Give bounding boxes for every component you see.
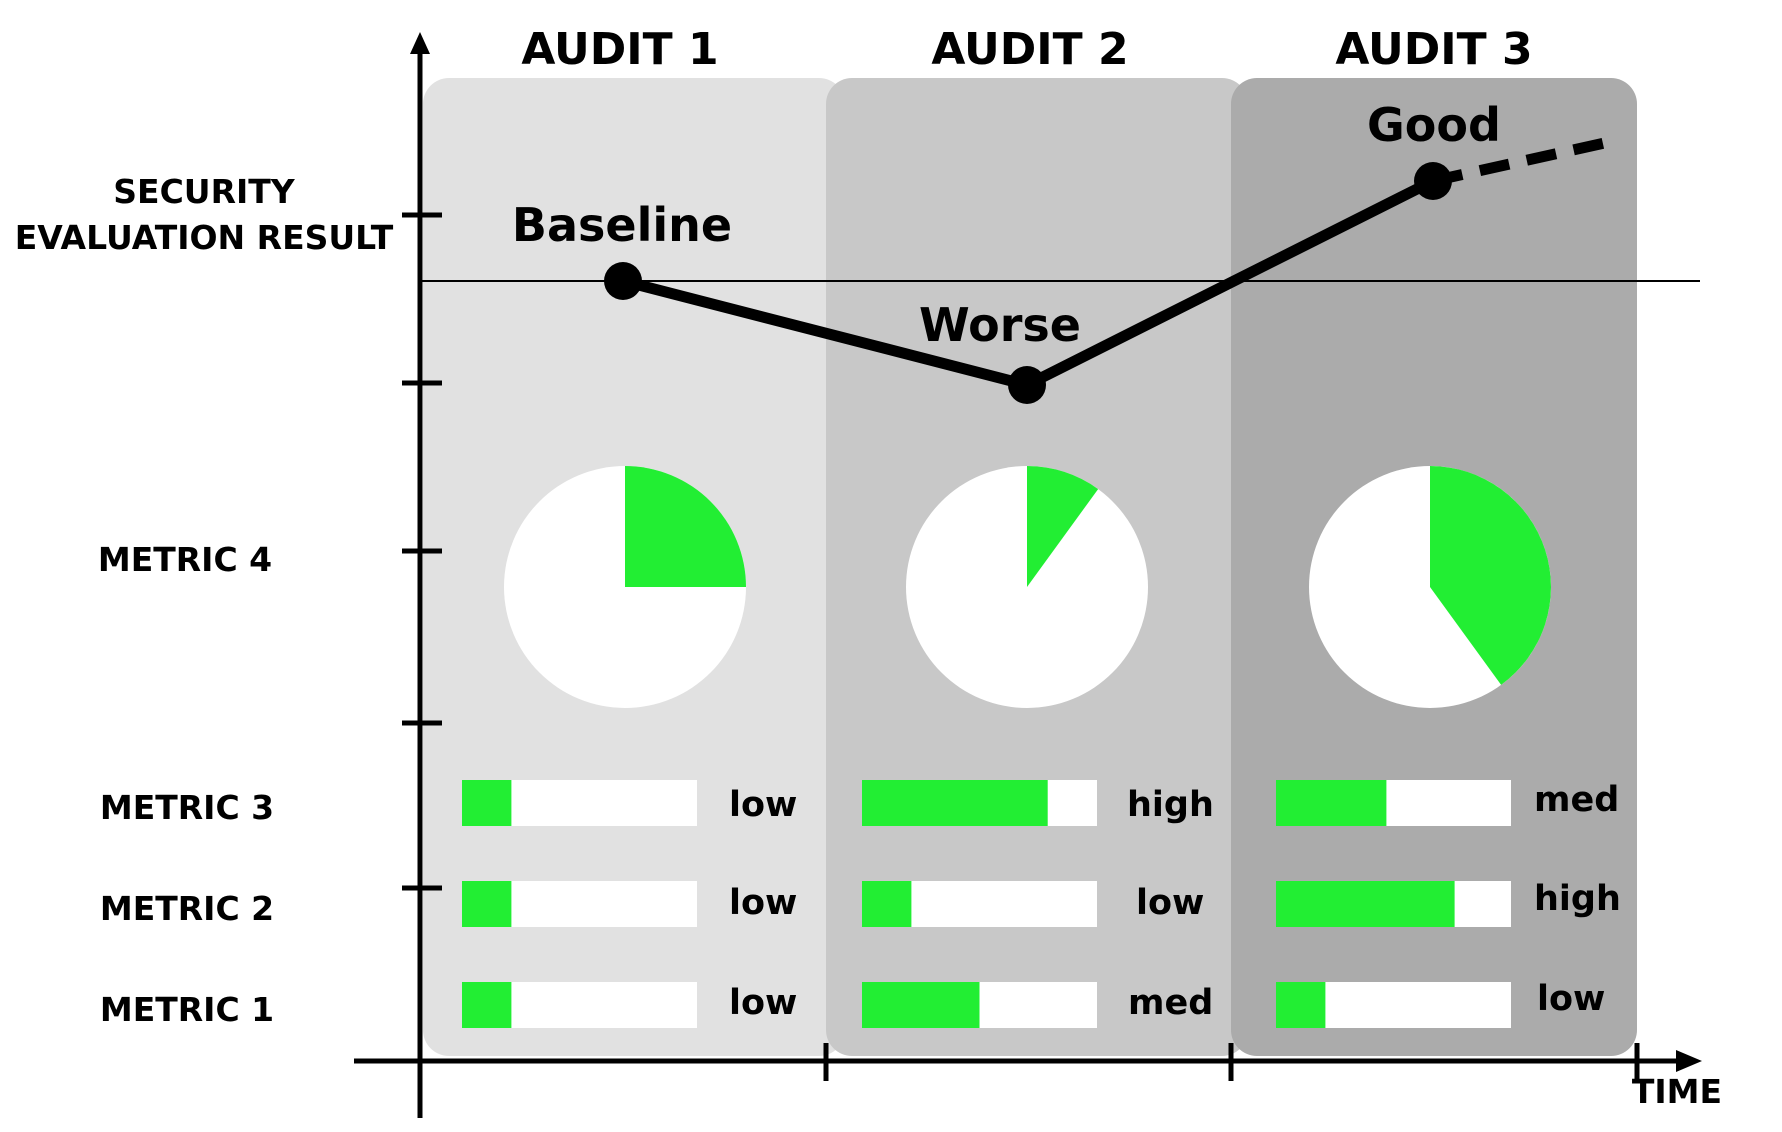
metric-2-label: METRIC 2 <box>100 889 274 928</box>
audit-1-metric-4-pie <box>504 466 746 708</box>
audit-3-metric-2-bar: high <box>1276 879 1621 927</box>
level-text: low <box>729 785 797 825</box>
metric-3-label: METRIC 3 <box>100 788 274 827</box>
x-axis-ticks <box>823 1043 1640 1081</box>
bar-fill <box>1276 780 1387 826</box>
y-axis-arrowhead <box>410 32 430 54</box>
bar-fill <box>862 881 912 927</box>
metric-1-label: METRIC 1 <box>100 990 274 1029</box>
level-text: high <box>1534 879 1621 919</box>
bar-fill <box>1276 881 1455 927</box>
audit-2-result-point <box>1008 366 1046 404</box>
bar-fill <box>462 881 512 927</box>
security-result-label-line2: EVALUATION RESULT <box>15 218 394 257</box>
level-text: high <box>1127 785 1214 825</box>
level-text: low <box>729 983 797 1023</box>
y-axis-ticks <box>402 212 442 891</box>
metric-4-label: METRIC 4 <box>98 540 272 579</box>
audit-1-metric-3-bar: low <box>462 780 797 826</box>
pie-slice <box>1027 466 1099 587</box>
pie-slice <box>1430 466 1551 685</box>
level-text: med <box>1534 780 1619 820</box>
audit-1-metric-1-bar: low <box>462 982 797 1028</box>
level-text: low <box>1136 883 1204 923</box>
audit-3-result-label: Good <box>1367 98 1501 152</box>
bar-fill <box>1276 982 1326 1028</box>
audit-2-metric-3-bar: high <box>862 780 1214 826</box>
audit-2-title: AUDIT 2 <box>931 24 1128 75</box>
security-result-projection <box>1431 134 1620 187</box>
bar-fill <box>862 982 980 1028</box>
audit-1-metric-2-bar: low <box>462 881 797 927</box>
level-text: low <box>1537 979 1605 1019</box>
audit-3-metric-4-pie <box>1309 466 1551 708</box>
pie-slice <box>625 466 746 587</box>
audit-3-title: AUDIT 3 <box>1335 24 1532 75</box>
security-result-label-line1: SECURITY <box>113 172 296 211</box>
audit-3-metric-1-bar: low <box>1276 979 1605 1028</box>
x-axis-arrowhead <box>1676 1050 1702 1072</box>
audit-1-title: AUDIT 1 <box>521 24 718 75</box>
audit-2-result-label: Worse <box>919 298 1081 352</box>
level-text: med <box>1128 983 1213 1023</box>
bar-fill <box>462 982 512 1028</box>
audit-1-result-point <box>604 262 642 300</box>
audit-3-result-point <box>1414 162 1452 200</box>
time-axis-label: TIME <box>1632 1072 1722 1111</box>
level-text: low <box>729 883 797 923</box>
bar-fill <box>862 780 1048 826</box>
audit-1-result-label: Baseline <box>512 198 732 252</box>
audit-2-metric-1-bar: med <box>862 982 1213 1028</box>
audit-2-metric-4-pie <box>906 466 1148 708</box>
audit-3-metric-3-bar: med <box>1276 780 1619 826</box>
audit-2-metric-2-bar: low <box>862 881 1204 927</box>
bar-fill <box>462 780 512 826</box>
